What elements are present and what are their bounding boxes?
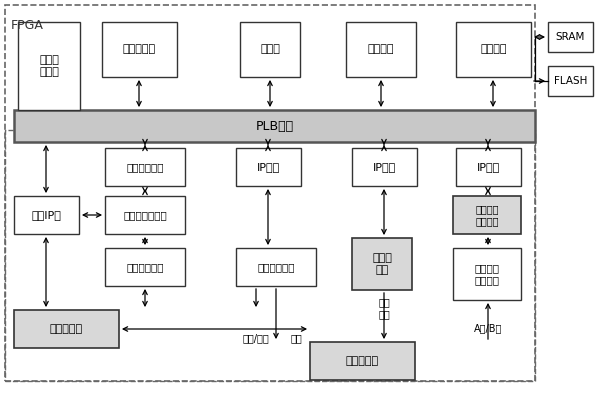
Text: SRAM: SRAM [556,32,585,42]
Bar [456,22,531,77]
Text: 反馈信号
测量模块: 反馈信号 测量模块 [475,263,499,285]
Bar [105,248,185,286]
Text: 精插补
模块: 精插补 模块 [372,253,392,275]
Bar [236,248,316,286]
Text: 微处理器: 微处理器 [480,45,507,54]
Text: 插补反馈
寄存器组: 插补反馈 寄存器组 [475,204,499,226]
Bar [548,66,593,96]
Text: 数控控制器: 数控控制器 [50,324,83,334]
Text: 粗插补模块: 粗插补模块 [123,45,156,54]
Text: FLASH: FLASH [554,76,587,86]
Bar [240,22,300,77]
Bar [14,310,119,348]
Text: 定时器: 定时器 [260,45,280,54]
Text: 伺服驱动器: 伺服驱动器 [346,356,379,366]
Text: 主机访问缓冲区: 主机访问缓冲区 [123,210,167,220]
Text: 手脉/点动: 手脉/点动 [242,333,270,343]
Text: 脉冲
输出: 脉冲 输出 [378,297,390,319]
Text: A相/B相: A相/B相 [474,323,502,333]
Bar [453,196,521,234]
Bar [352,238,412,290]
Bar [5,130,535,381]
Text: 中断管理: 中断管理 [368,45,394,54]
Bar [105,196,185,234]
Text: FPGA: FPGA [11,19,44,32]
Bar [310,342,415,380]
Text: 总线转换接口: 总线转换接口 [126,162,164,172]
Text: 串口IP核: 串口IP核 [31,210,62,220]
Bar [14,110,535,142]
Bar [18,22,80,110]
Text: PLB总线: PLB总线 [256,119,294,132]
Bar [346,22,416,77]
Bar [102,22,177,77]
Text: IP接口: IP接口 [477,162,500,172]
Text: 急停: 急停 [290,333,302,343]
Text: IP接口: IP接口 [373,162,396,172]
Text: IP接口: IP接口 [257,162,280,172]
Bar [456,148,521,186]
Bar [548,22,593,52]
Bar [105,148,185,186]
Text: 人机接
口模块: 人机接 口模块 [39,55,59,77]
Bar [352,148,417,186]
Bar [14,196,79,234]
Bar [236,148,301,186]
Text: 手动模式模块: 手动模式模块 [257,262,295,272]
Text: 接口控制模块: 接口控制模块 [126,262,164,272]
Bar [5,5,535,381]
Bar [453,248,521,300]
